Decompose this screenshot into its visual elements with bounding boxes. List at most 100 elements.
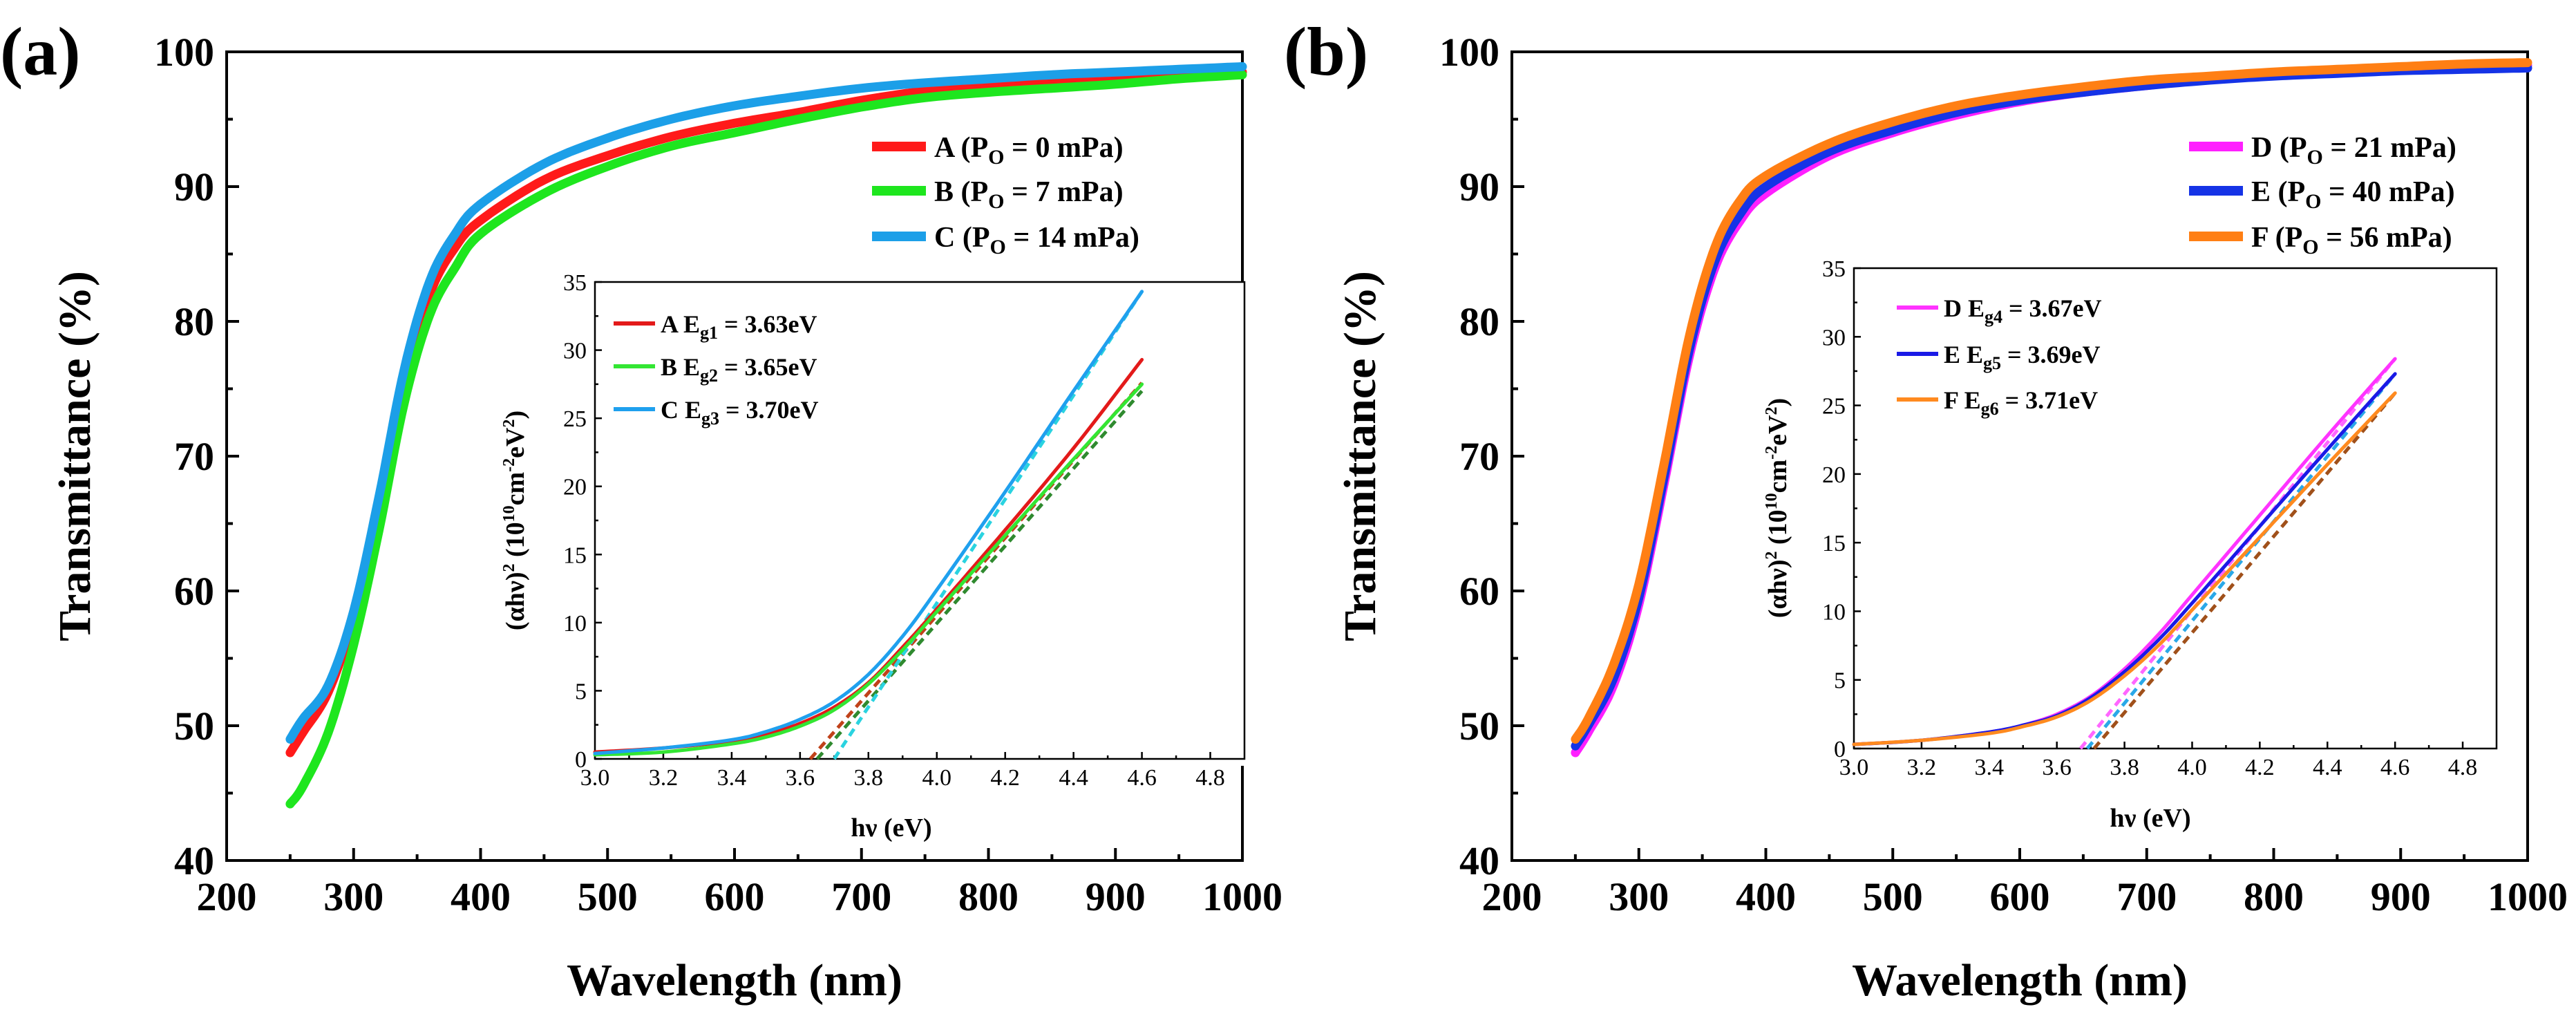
b-inset-x-tick-label: 3.4 [1975, 755, 2005, 780]
a-inset-x-tick-label: 4.8 [1195, 765, 1225, 791]
a-inset-y-tick-label: 0 [575, 747, 587, 773]
a-main-y-tick-label: 60 [174, 569, 214, 614]
legend-a-sub: O [988, 146, 1004, 169]
panel-a-inset-fit-line-c [833, 290, 1144, 760]
panel-a-series [285, 62, 1247, 809]
a-main-x-tick-label: 900 [1086, 874, 1146, 919]
svg-text:B (PO = 7 mPa): B (PO = 7 mPa) [934, 176, 1124, 213]
b-inset-y-tick-label: 20 [1822, 462, 1846, 488]
b-main-y-tick-label: 40 [1459, 838, 1499, 883]
b-inset-x-tick-label: 3.0 [1839, 755, 1869, 780]
panel-b-inset-y-axis-title: (αhν)2 (1010cm-2eV2) [1763, 398, 1792, 618]
svg-text:A (PO = 0 mPa): A (PO = 0 mPa) [934, 132, 1124, 169]
panel-a-main-series-3 [285, 62, 1247, 744]
inset-legend-f: F Eg6 = 3.71eV [1944, 386, 2098, 419]
legend-entry-a: A (PO = 0 mPa) [872, 132, 1124, 169]
a-main-y-tick-label: 90 [174, 164, 214, 209]
legend-d-sub: O [2307, 146, 2323, 169]
panel-a-legend: A (PO = 0 mPa) B (PO = 7 mPa) C (PO = 14… [872, 132, 1139, 258]
a-inset-x-tick-label: 4.4 [1059, 765, 1088, 791]
panel-a-label: (a) [0, 13, 81, 90]
a-inset-x-tick-label: 3.8 [854, 765, 884, 791]
legend-entry-c: C (PO = 14 mPa) [872, 222, 1139, 258]
b-inset-x-tick-label: 3.8 [2110, 755, 2139, 780]
b-inset-x-tick-label: 4.4 [2313, 755, 2342, 780]
b-main-x-tick-label: 400 [1736, 874, 1796, 919]
panel-b-y-ticks: 40 50 60 70 80 90 100 [1439, 30, 1524, 883]
b-inset-x-tick-label: 4.0 [2177, 755, 2207, 780]
inset-legend-a: A Eg1 = 3.63eV [661, 310, 817, 343]
b-main-x-tick-label: 700 [2116, 874, 2177, 919]
a-main-x-tick-label: 400 [451, 874, 511, 919]
a-main-y-tick-label: 100 [154, 30, 214, 75]
panel-a-main-series-2 [285, 70, 1247, 809]
b-inset-y-tick-label: 30 [1822, 325, 1846, 350]
panel-b-inset-fit-line-f [2092, 392, 2397, 750]
a-inset-y-tick-label: 20 [563, 475, 587, 500]
panel-b-x-ticks: 200 300 400 500 600 700 800 900 1000 [1482, 848, 2568, 919]
b-inset-x-tick-label: 4.6 [2380, 755, 2410, 780]
panel-b-y-axis-title: Transmittance (%) [1335, 271, 1385, 641]
legend-c-cond: = 14 mPa) [1006, 222, 1139, 254]
inset-legend-c: C Eg3 = 3.70eV [661, 396, 819, 429]
legend-f-letter: F [2251, 222, 2268, 254]
panel-b-inset: 3.0 3.2 3.4 3.6 3.8 4.0 4.2 4.4 4.6 4.8 0 5 10 15 20 2… [1763, 256, 2498, 833]
panel-a-inset-series-2 [593, 382, 1144, 757]
b-main-y-tick-label: 100 [1439, 30, 1499, 75]
panel-a-inset-y-axis-title: (αhν)2 (1010cm-2eV2) [500, 411, 530, 630]
panel-b-inset-series [1852, 357, 2397, 746]
b-inset-x-tick-label: 3.6 [2042, 755, 2072, 780]
b-inset-y-tick-label: 15 [1822, 531, 1846, 556]
a-main-y-tick-label: 40 [174, 838, 214, 883]
a-inset-x-tick-label: 3.0 [580, 765, 610, 791]
a-main-x-tick-label: 200 [197, 874, 257, 919]
a-inset-x-tick-label: 4.6 [1127, 765, 1157, 791]
a-inset-x-tick-label: 4.2 [990, 765, 1020, 791]
a-inset-y-tick-label: 5 [575, 679, 587, 704]
a-inset-y-tick-label: 25 [563, 406, 587, 432]
b-main-y-tick-label: 60 [1459, 569, 1499, 614]
b-main-x-tick-label: 500 [1863, 874, 1923, 919]
legend-a-cond: = 0 mPa) [1005, 132, 1124, 164]
panel-a-inset-legend: A Eg1 = 3.63eV B Eg2 = 3.65eV C Eg3 = 3.… [614, 310, 819, 429]
panel-b-series [1571, 58, 2532, 758]
panel-a-inset-x-ticks: 3.0 3.2 3.4 3.6 3.8 4.0 4.2 4.4 4.6 4.8 [580, 752, 1225, 791]
a-main-x-tick-label: 600 [705, 874, 765, 919]
legend-f-sub: O [2302, 236, 2318, 258]
b-inset-x-tick-label: 3.2 [1907, 755, 1937, 780]
legend-entry-e: E (PO = 40 mPa) [2189, 176, 2455, 213]
inset-legend-d: D Eg4 = 3.67eV [1944, 294, 2102, 327]
b-main-x-tick-label: 800 [2244, 874, 2304, 919]
svg-text:E (PO = 40 mPa): E (PO = 40 mPa) [2251, 176, 2455, 213]
inset-legend-b: B Eg2 = 3.65eV [661, 353, 817, 386]
panel-b-inset-x-axis-title: hν (eV) [2110, 804, 2190, 833]
svg-text:D (PO = 21 mPa): D (PO = 21 mPa) [2251, 132, 2456, 169]
panel-a-inset-fit-line-b [815, 390, 1144, 760]
a-main-y-tick-label: 80 [174, 299, 214, 344]
legend-b-cond: = 7 mPa) [1005, 176, 1124, 208]
legend-entry-b: B (PO = 7 mPa) [872, 176, 1124, 213]
b-main-x-tick-label: 900 [2371, 874, 2431, 919]
a-inset-y-tick-label: 15 [563, 543, 587, 568]
legend-c-letter: C [934, 222, 955, 254]
a-inset-x-tick-label: 3.6 [786, 765, 815, 791]
panel-b-inset-fit-line-e [2085, 373, 2397, 750]
panel-a-x-axis-title: Wavelength (nm) [567, 955, 902, 1006]
panel-b-inset-x-ticks: 3.0 3.2 3.4 3.6 3.8 4.0 4.2 4.4 4.6 4.8 [1839, 742, 2477, 780]
panel-b-main-series-3 [1571, 58, 2532, 744]
a-main-x-tick-label: 300 [323, 874, 383, 919]
b-main-y-tick-label: 90 [1459, 164, 1499, 209]
a-inset-y-tick-label: 10 [563, 611, 587, 637]
b-main-x-tick-label: 300 [1609, 874, 1669, 919]
panel-a-inset-x-axis-title: hν (eV) [851, 813, 931, 843]
b-inset-y-tick-label: 5 [1834, 668, 1846, 694]
legend-b-sub: O [988, 190, 1004, 213]
b-inset-y-tick-label: 10 [1822, 599, 1846, 625]
legend-e-cond: = 40 mPa) [2322, 176, 2455, 208]
legend-b-letter: B [934, 176, 954, 208]
panel-a-inset: 3.0 3.2 3.4 3.6 3.8 4.0 4.2 4.4 4.6 4.8 0 5 10 15 20 2… [500, 270, 1246, 843]
panel-a-inset-series [593, 290, 1144, 757]
a-inset-y-tick-label: 35 [563, 270, 587, 296]
legend-d-cond: = 21 mPa) [2323, 132, 2456, 164]
